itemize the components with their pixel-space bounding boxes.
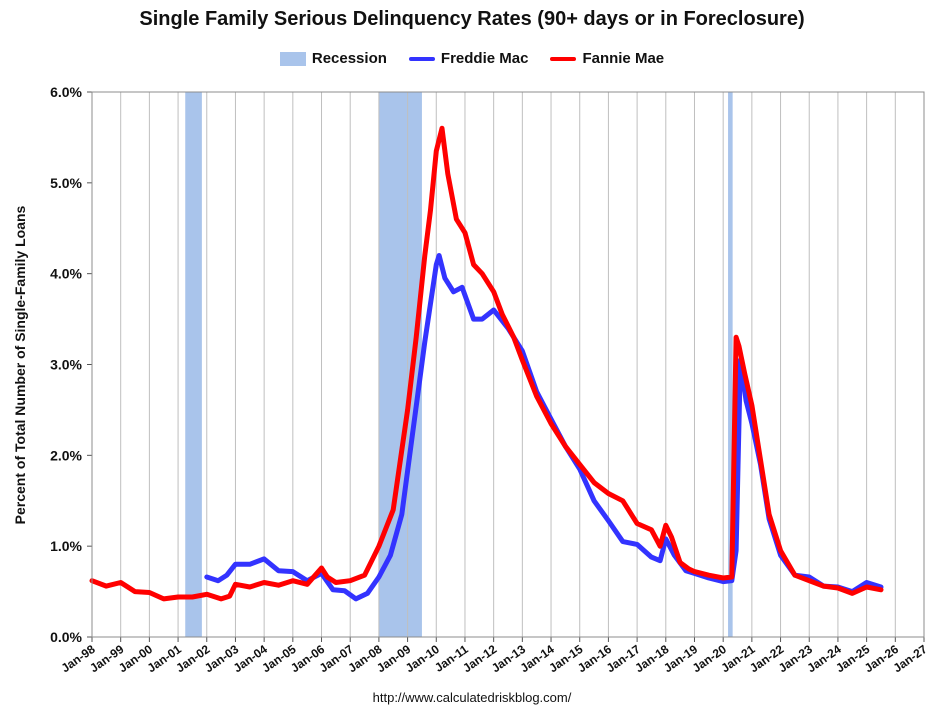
legend-swatch-recession <box>279 51 306 66</box>
recession-band-1 <box>185 92 202 637</box>
plot-area <box>92 92 924 637</box>
y-tick-label-3.0%: 3.0% <box>50 357 82 373</box>
y-tick-label-5.0%: 5.0% <box>50 175 82 191</box>
x-tick-label-Jan-27: Jan-27 <box>891 642 930 675</box>
recession-band-3 <box>728 92 733 637</box>
source-url: http://www.calculatedriskblog.com/ <box>372 690 572 705</box>
y-tick-label-6.0%: 6.0% <box>50 84 82 100</box>
legend-swatch-freddie-mac <box>408 56 435 61</box>
legend-label-recession: Recession <box>311 50 387 67</box>
legend-item-recession: Recession <box>279 50 387 67</box>
y-tick-label-2.0%: 2.0% <box>50 447 82 463</box>
y-tick-label-1.0%: 1.0% <box>50 538 82 554</box>
legend-item-freddie-mac: Freddie Mac <box>408 50 529 67</box>
legend: Recession Freddie Mac Fannie Mae <box>0 50 944 67</box>
legend-swatch-fannie-mae <box>550 56 577 61</box>
y-tick-label-0.0%: 0.0% <box>50 629 82 645</box>
y-tick-label-4.0%: 4.0% <box>50 266 82 282</box>
legend-label-freddie-mac: Freddie Mac <box>440 50 529 67</box>
legend-label-fannie-mae: Fannie Mae <box>582 50 665 67</box>
series-line-fannie-mae <box>89 125 884 602</box>
plot-border <box>91 91 925 638</box>
chart-title: Single Family Serious Delinquency Rates … <box>139 8 805 30</box>
legend-item-fannie-mae: Fannie Mae <box>550 50 664 67</box>
